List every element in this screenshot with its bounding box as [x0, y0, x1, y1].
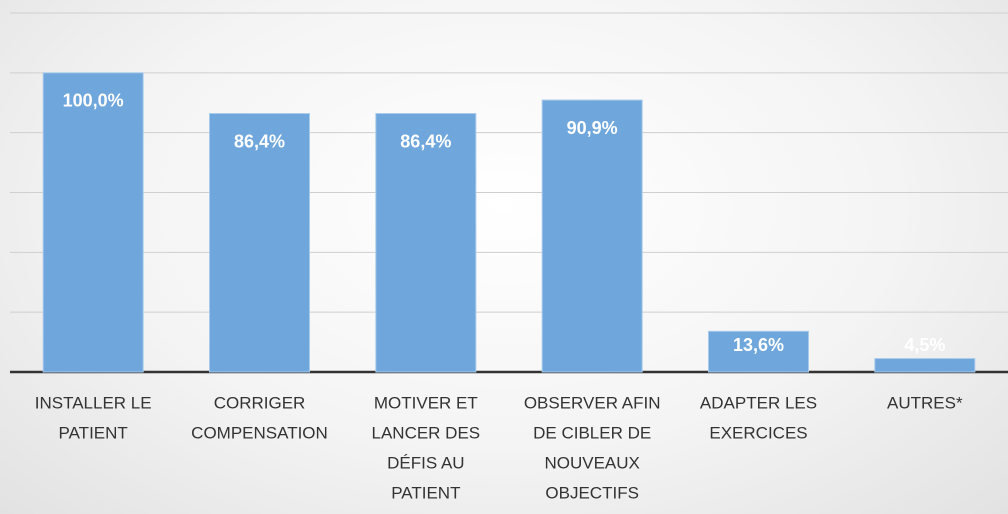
bar [708, 330, 809, 373]
value-label: 4,5% [904, 335, 945, 355]
x-tick-label: EXERCICES [709, 423, 807, 442]
x-tick-label: DE CIBLER DE [533, 423, 651, 442]
value-label: 100,0% [63, 91, 124, 111]
x-tick-label: PATIENT [59, 423, 128, 442]
x-tick-label: MOTIVER ET [374, 393, 478, 412]
bar [42, 72, 144, 373]
x-tick-label: PATIENT [391, 483, 460, 502]
x-tick-label: OBJECTIFS [545, 483, 639, 502]
x-tick-label: AUTRES* [887, 393, 963, 412]
value-label: 86,4% [400, 131, 451, 151]
bar [209, 113, 310, 373]
x-tick-label: OBSERVER AFIN [524, 393, 661, 412]
value-label: 86,4% [234, 131, 285, 151]
x-tick-label: ADAPTER LES [700, 393, 817, 412]
bar [874, 358, 976, 373]
x-tick-label: CORRIGER [214, 393, 306, 412]
x-tick-label: COMPENSATION [191, 423, 328, 442]
value-label: 13,6% [733, 335, 784, 355]
value-label: 90,9% [567, 118, 618, 138]
x-tick-label: INSTALLER LE [35, 393, 152, 412]
bar [541, 99, 643, 373]
x-tick-label: LANCER DES [372, 423, 481, 442]
x-tick-label: DÉFIS AU [387, 453, 464, 472]
x-tick-label: NOUVEAUX [544, 453, 639, 472]
bar [375, 113, 477, 373]
